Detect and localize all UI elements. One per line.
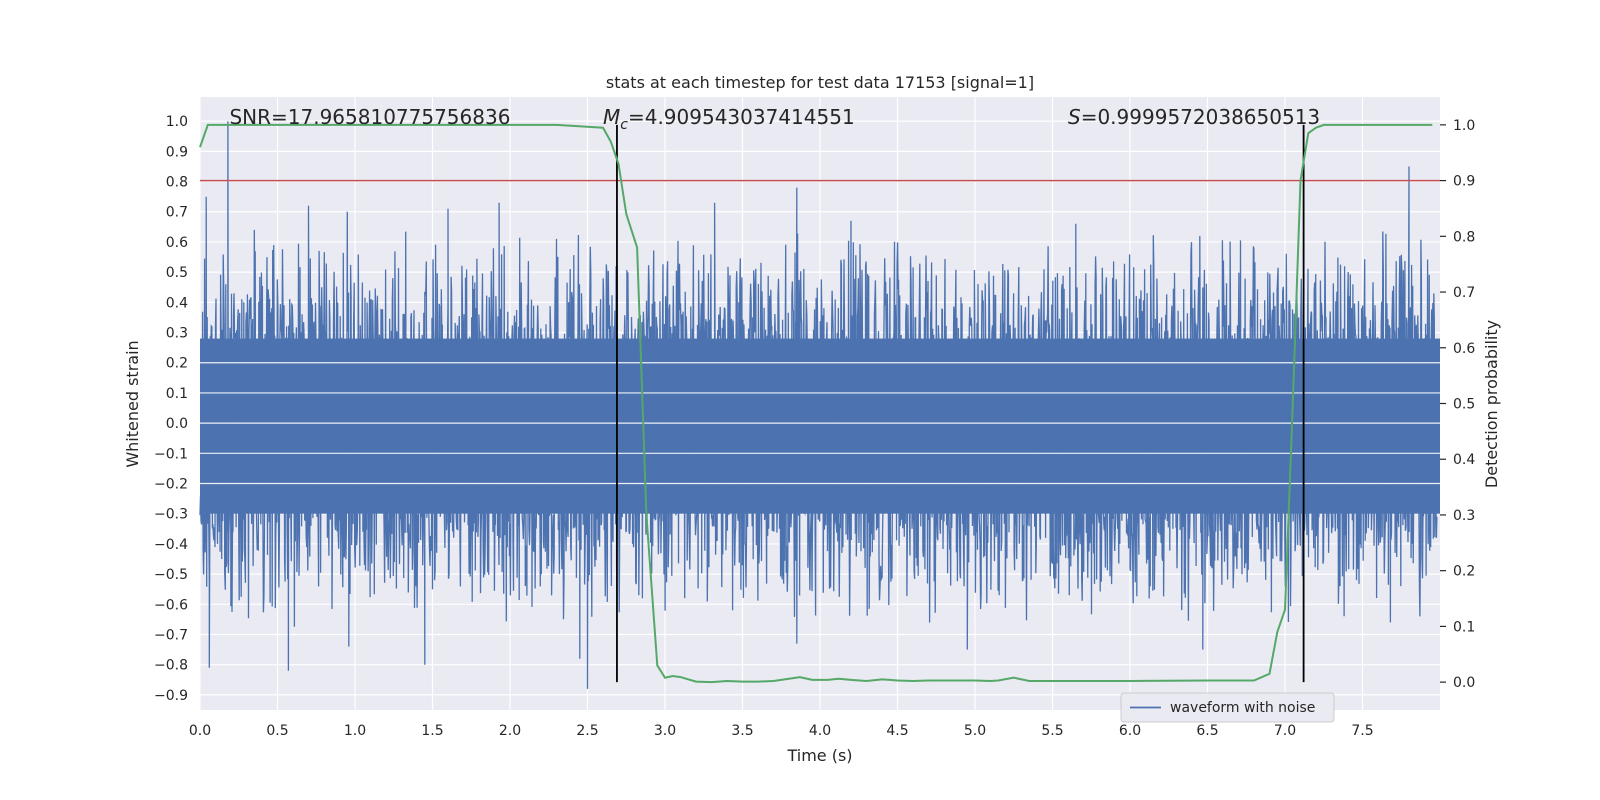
y-tick-label: −0.2 (154, 477, 188, 493)
y-tick-label: −0.9 (154, 688, 188, 704)
x-tick-label: 0.5 (266, 723, 288, 739)
x-tick-label: 5.0 (964, 723, 986, 739)
y-tick-label: 0.5 (166, 265, 188, 281)
y-tick-label: 0.4 (166, 295, 188, 311)
x-tick-label: 2.5 (576, 723, 598, 739)
y-tick-label: −0.6 (154, 597, 188, 613)
x-tick-label: 4.5 (886, 723, 908, 739)
x-tick-label: 7.5 (1351, 723, 1373, 739)
y-tick-label: 1.0 (166, 114, 188, 130)
stat-annotation-symbol: M (603, 105, 620, 129)
stat-annotation-symbol: SNR (229, 105, 271, 129)
stat-annotation-value: =4.909543037414551 (628, 105, 855, 129)
y-tick-label: 0.1 (166, 386, 188, 402)
y2-tick-label: 0.4 (1453, 452, 1475, 468)
y2-tick-label: 1.0 (1453, 118, 1475, 134)
stat-annotation-value: =17.965810775756836 (271, 105, 510, 129)
y2-tick-label: 0.5 (1453, 397, 1475, 413)
x-tick-label: 1.0 (344, 723, 366, 739)
x-tick-label: 2.0 (499, 723, 521, 739)
y2-axis-label: Detection probability (1482, 320, 1501, 488)
y-tick-label: −0.3 (154, 507, 188, 523)
x-tick-label: 0.0 (189, 723, 211, 739)
x-axis-label: Time (s) (786, 746, 852, 765)
y2-tick-label: 0.0 (1453, 675, 1475, 691)
axis-ticks: 0.0 0.5 1.0 1.5 2.0 2.5 3.0 3.5 4.0 4.5 5.0 5.5 6.0 6… (154, 114, 1475, 739)
y2-tick-label: 0.3 (1453, 508, 1475, 524)
legend: waveform with noise (1120, 692, 1335, 723)
chart-title: stats at each timestep for test data 171… (606, 73, 1034, 92)
y-tick-label: 0.8 (166, 175, 188, 191)
x-tick-label: 1.5 (421, 723, 443, 739)
y2-tick-label: 0.6 (1453, 341, 1475, 357)
y-tick-label: −0.1 (154, 446, 188, 462)
y-tick-label: 0.3 (166, 326, 188, 342)
stat-annotation-symbol: S (1068, 105, 1081, 129)
stat-annotation-value: =0.9999572038650513 (1081, 105, 1320, 129)
y-tick-label: 0.2 (166, 356, 188, 372)
x-tick-label: 4.0 (809, 723, 831, 739)
y-tick-label: −0.8 (154, 658, 188, 674)
y2-tick-label: 0.7 (1453, 285, 1475, 301)
y-tick-label: 0.9 (166, 144, 188, 160)
x-tick-label: 5.5 (1041, 723, 1063, 739)
x-tick-label: 6.5 (1196, 723, 1218, 739)
annotations: SNR=17.965810775756836 Mc=4.9095430374145… (229, 105, 1320, 133)
legend-label-waveform: waveform with noise (1170, 700, 1315, 716)
y-tick-label: 0.7 (166, 205, 188, 221)
waveform-series (199, 121, 1440, 689)
waveform-line (199, 121, 1438, 689)
y-tick-label: 0.6 (166, 235, 188, 251)
x-tick-label: 6.0 (1119, 723, 1141, 739)
detection-probability-line (199, 123, 1433, 684)
y2-tick-label: 0.1 (1453, 619, 1475, 635)
x-tick-label: 3.5 (731, 723, 753, 739)
y2-tick-label: 0.8 (1453, 229, 1475, 245)
y-tick-label: 0.0 (166, 416, 188, 432)
legend-box (1120, 692, 1335, 723)
y-tick-label: −0.4 (154, 537, 188, 553)
y-tick-label: −0.5 (154, 567, 188, 583)
stat-annotation-subscript: c (620, 117, 628, 133)
y2-tick-label: 0.2 (1453, 564, 1475, 580)
x-tick-label: 3.0 (654, 723, 676, 739)
stat-annotation: SNR=17.965810775756836 (229, 105, 510, 129)
x-tick-label: 7.0 (1274, 723, 1296, 739)
y2-tick-label: 0.9 (1453, 174, 1475, 190)
y-axis-label: Whitened strain (123, 340, 142, 467)
overlay-lines (199, 123, 1440, 684)
stat-annotation: Mc=4.909543037414551 (603, 105, 855, 133)
y-tick-label: −0.7 (154, 628, 188, 644)
stat-annotation: S=0.9999572038650513 (1068, 105, 1320, 129)
